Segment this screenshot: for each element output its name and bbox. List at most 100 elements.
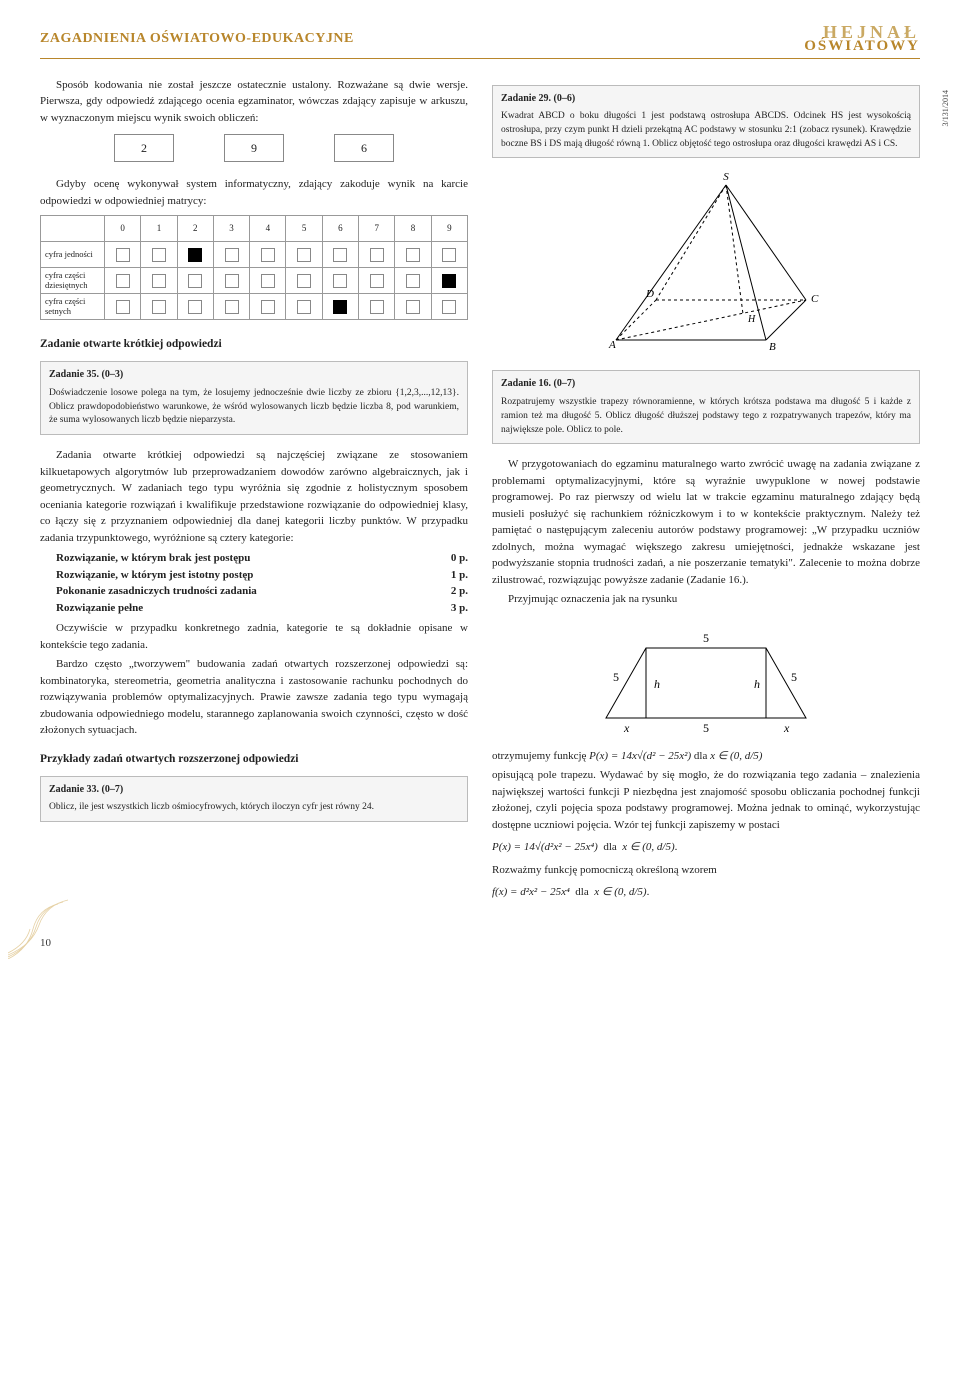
matrix-cell-filled bbox=[431, 268, 467, 294]
matrix-cell-empty bbox=[250, 294, 286, 320]
matrix-cell-empty bbox=[105, 294, 141, 320]
svg-text:x: x bbox=[783, 721, 790, 735]
matrix-cell-empty bbox=[395, 268, 431, 294]
matrix-cell-empty bbox=[431, 294, 467, 320]
matrix-cell-empty bbox=[105, 268, 141, 294]
para-short-tasks: Zadania otwarte krótkiej odpowiedzi są n… bbox=[40, 447, 468, 546]
svg-text:h: h bbox=[654, 677, 660, 691]
para-extended: Bardzo często „tworzywem" budowania zada… bbox=[40, 656, 468, 739]
matrix-h: 7 bbox=[359, 216, 395, 242]
svg-text:H: H bbox=[747, 314, 756, 325]
para-aux: Rozważmy funkcję pomocniczą określoną wz… bbox=[492, 862, 920, 879]
para-notation: Przyjmując oznaczenia jak na rysunku bbox=[492, 591, 920, 608]
matrix-cell-empty bbox=[141, 268, 177, 294]
matrix-cell-empty bbox=[213, 294, 249, 320]
matrix-cell-empty bbox=[322, 268, 358, 294]
matrix-cell-empty bbox=[213, 242, 249, 268]
task-33-title: Zadanie 33. (0–7) bbox=[49, 783, 459, 798]
matrix-cell-empty bbox=[395, 242, 431, 268]
matrix-cell-empty bbox=[250, 268, 286, 294]
points-row: Rozwiązanie pełne3 p. bbox=[40, 600, 468, 617]
right-column: Zadanie 29. (0–6) Kwadrat ABCD o boku dł… bbox=[492, 77, 920, 907]
task-16-body: Rozpatrujemy wszystkie trapezy równorami… bbox=[501, 396, 911, 437]
heading-extended-examples: Przykłady zadań otwartych rozszerzonej o… bbox=[40, 751, 468, 768]
matrix-cell-empty bbox=[286, 242, 322, 268]
pyramid-figure: S A B C D H bbox=[492, 170, 920, 360]
points-row: Rozwiązanie, w którym jest istotny postę… bbox=[40, 567, 468, 584]
matrix-cell-empty bbox=[213, 268, 249, 294]
svg-text:B: B bbox=[769, 341, 776, 353]
matrix-cell-empty bbox=[359, 294, 395, 320]
header-logo: HEJNAŁ OŚWIATOWY bbox=[804, 24, 920, 54]
svg-text:A: A bbox=[608, 339, 616, 351]
code-cell: 6 bbox=[334, 134, 394, 162]
code-cell: 9 bbox=[224, 134, 284, 162]
header-title: ZAGADNIENIA OŚWIATOWO-EDUKACYJNE bbox=[40, 31, 354, 47]
svg-text:5: 5 bbox=[703, 631, 709, 645]
domain-3: x ∈ (0, d/5) bbox=[594, 886, 646, 898]
left-column: Sposób kodowania nie został jeszcze osta… bbox=[40, 77, 468, 907]
task-35-body: Doświadczenie losowe polega na tym, że l… bbox=[49, 387, 459, 428]
para-categories: Oczywiście w przypadku konkretnego zadni… bbox=[40, 620, 468, 653]
svg-text:5: 5 bbox=[791, 670, 797, 684]
task-35-title: Zadanie 35. (0–3) bbox=[49, 368, 459, 383]
matrix-cell-empty bbox=[141, 294, 177, 320]
matrix-cell-filled bbox=[177, 242, 213, 268]
matrix-cell-empty bbox=[359, 242, 395, 268]
formula-P2: P(x) = 14√(d²x² − 25x⁴) bbox=[492, 841, 598, 853]
header-rule bbox=[40, 58, 920, 59]
matrix-row: cyfra części dziesiętnych bbox=[41, 268, 468, 294]
page-header: ZAGADNIENIA OŚWIATOWO-EDUKACYJNE HEJNAŁ … bbox=[40, 24, 920, 54]
matrix-header-row: 0 1 2 3 4 5 6 7 8 9 bbox=[41, 216, 468, 242]
matrix-cell-empty bbox=[105, 242, 141, 268]
para-function: otrzymujemy funkcję P(x) = 14x√(d² − 25x… bbox=[492, 748, 920, 765]
task-16-title: Zadanie 16. (0–7) bbox=[501, 377, 911, 392]
matrix-cell-empty bbox=[359, 268, 395, 294]
points-row: Rozwiązanie, w którym brak jest postępu0… bbox=[40, 550, 468, 567]
matrix-h: 2 bbox=[177, 216, 213, 242]
svg-text:5: 5 bbox=[613, 670, 619, 684]
matrix-row-label: cyfra jedności bbox=[41, 242, 105, 268]
svg-text:x: x bbox=[623, 721, 630, 735]
heading-short-task: Zadanie otwarte krótkiej odpowiedzi bbox=[40, 336, 468, 353]
task-33-box: Zadanie 33. (0–7) Oblicz, ile jest wszys… bbox=[40, 776, 468, 822]
matrix-row-label: cyfra części dziesiętnych bbox=[41, 268, 105, 294]
svg-text:5: 5 bbox=[703, 721, 709, 735]
svg-text:S: S bbox=[723, 171, 729, 183]
matrix-cell-empty bbox=[322, 242, 358, 268]
domain-2: x ∈ (0, d/5) bbox=[622, 841, 674, 853]
points-row: Pokonanie zasadniczych trudności zadania… bbox=[40, 583, 468, 600]
matrix-h: 9 bbox=[431, 216, 467, 242]
points-list: Rozwiązanie, w którym brak jest postępu0… bbox=[40, 550, 468, 616]
para-derivative: opisującą pole trapezu. Wydawać by się m… bbox=[492, 767, 920, 833]
formula-f: f(x) = d²x² − 25x⁴ bbox=[492, 886, 570, 898]
task-29-body: Kwadrat ABCD o boku długości 1 jest pods… bbox=[501, 110, 911, 151]
txt: dla bbox=[694, 750, 710, 762]
matrix-cell-empty bbox=[177, 268, 213, 294]
formula-f-line: f(x) = d²x² − 25x⁴ dla x ∈ (0, d/5). bbox=[492, 884, 920, 901]
matrix-cell-empty bbox=[141, 242, 177, 268]
matrix-h: 6 bbox=[322, 216, 358, 242]
matrix-cell-empty bbox=[395, 294, 431, 320]
task-35-box: Zadanie 35. (0–3) Doświadczenie losowe p… bbox=[40, 361, 468, 435]
matrix-cell-empty bbox=[286, 294, 322, 320]
issue-label: 3/131/2014 bbox=[941, 90, 950, 126]
matrix-row: cyfra jedności bbox=[41, 242, 468, 268]
matrix-h: 8 bbox=[395, 216, 431, 242]
domain-1: x ∈ (0, d/5) bbox=[710, 750, 762, 762]
matrix-h: 1 bbox=[141, 216, 177, 242]
svg-text:h: h bbox=[754, 677, 760, 691]
code-cells-row: 2 9 6 bbox=[40, 134, 468, 162]
matrix-row: cyfra części setnych bbox=[41, 294, 468, 320]
formula-P1: P(x) = 14x√(d² − 25x²) bbox=[589, 750, 691, 762]
task-16-box: Zadanie 16. (0–7) Rozpatrujemy wszystkie… bbox=[492, 370, 920, 444]
corner-ornament bbox=[8, 899, 88, 959]
matrix-h: 3 bbox=[213, 216, 249, 242]
task-29-title: Zadanie 29. (0–6) bbox=[501, 92, 911, 107]
coding-matrix: 0 1 2 3 4 5 6 7 8 9 cyfra jedności cyfra… bbox=[40, 215, 468, 320]
svg-text:C: C bbox=[811, 293, 819, 305]
matrix-h: 5 bbox=[286, 216, 322, 242]
para-coding: Sposób kodowania nie został jeszcze osta… bbox=[40, 77, 468, 127]
formula-P2-line: P(x) = 14√(d²x² − 25x⁴) dla x ∈ (0, d/5)… bbox=[492, 839, 920, 856]
txt: otrzymujemy funkcję bbox=[492, 750, 589, 762]
